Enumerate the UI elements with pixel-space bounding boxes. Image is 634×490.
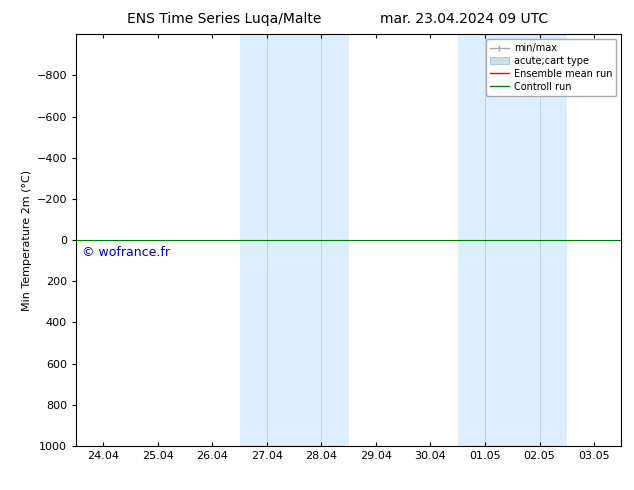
Bar [257, 34, 276, 446]
Bar [530, 34, 549, 446]
Y-axis label: Min Temperature 2m (°C): Min Temperature 2m (°C) [22, 170, 32, 311]
Text: ENS Time Series Luqa/Malte: ENS Time Series Luqa/Malte [127, 12, 321, 26]
Bar [240, 34, 349, 446]
Text: © wofrance.fr: © wofrance.fr [82, 246, 169, 259]
Bar [476, 34, 495, 446]
Bar [312, 34, 331, 446]
Legend: min/max, acute;cart type, Ensemble mean run, Controll run: min/max, acute;cart type, Ensemble mean … [486, 39, 616, 96]
Bar [458, 34, 567, 446]
Text: mar. 23.04.2024 09 UTC: mar. 23.04.2024 09 UTC [380, 12, 548, 26]
